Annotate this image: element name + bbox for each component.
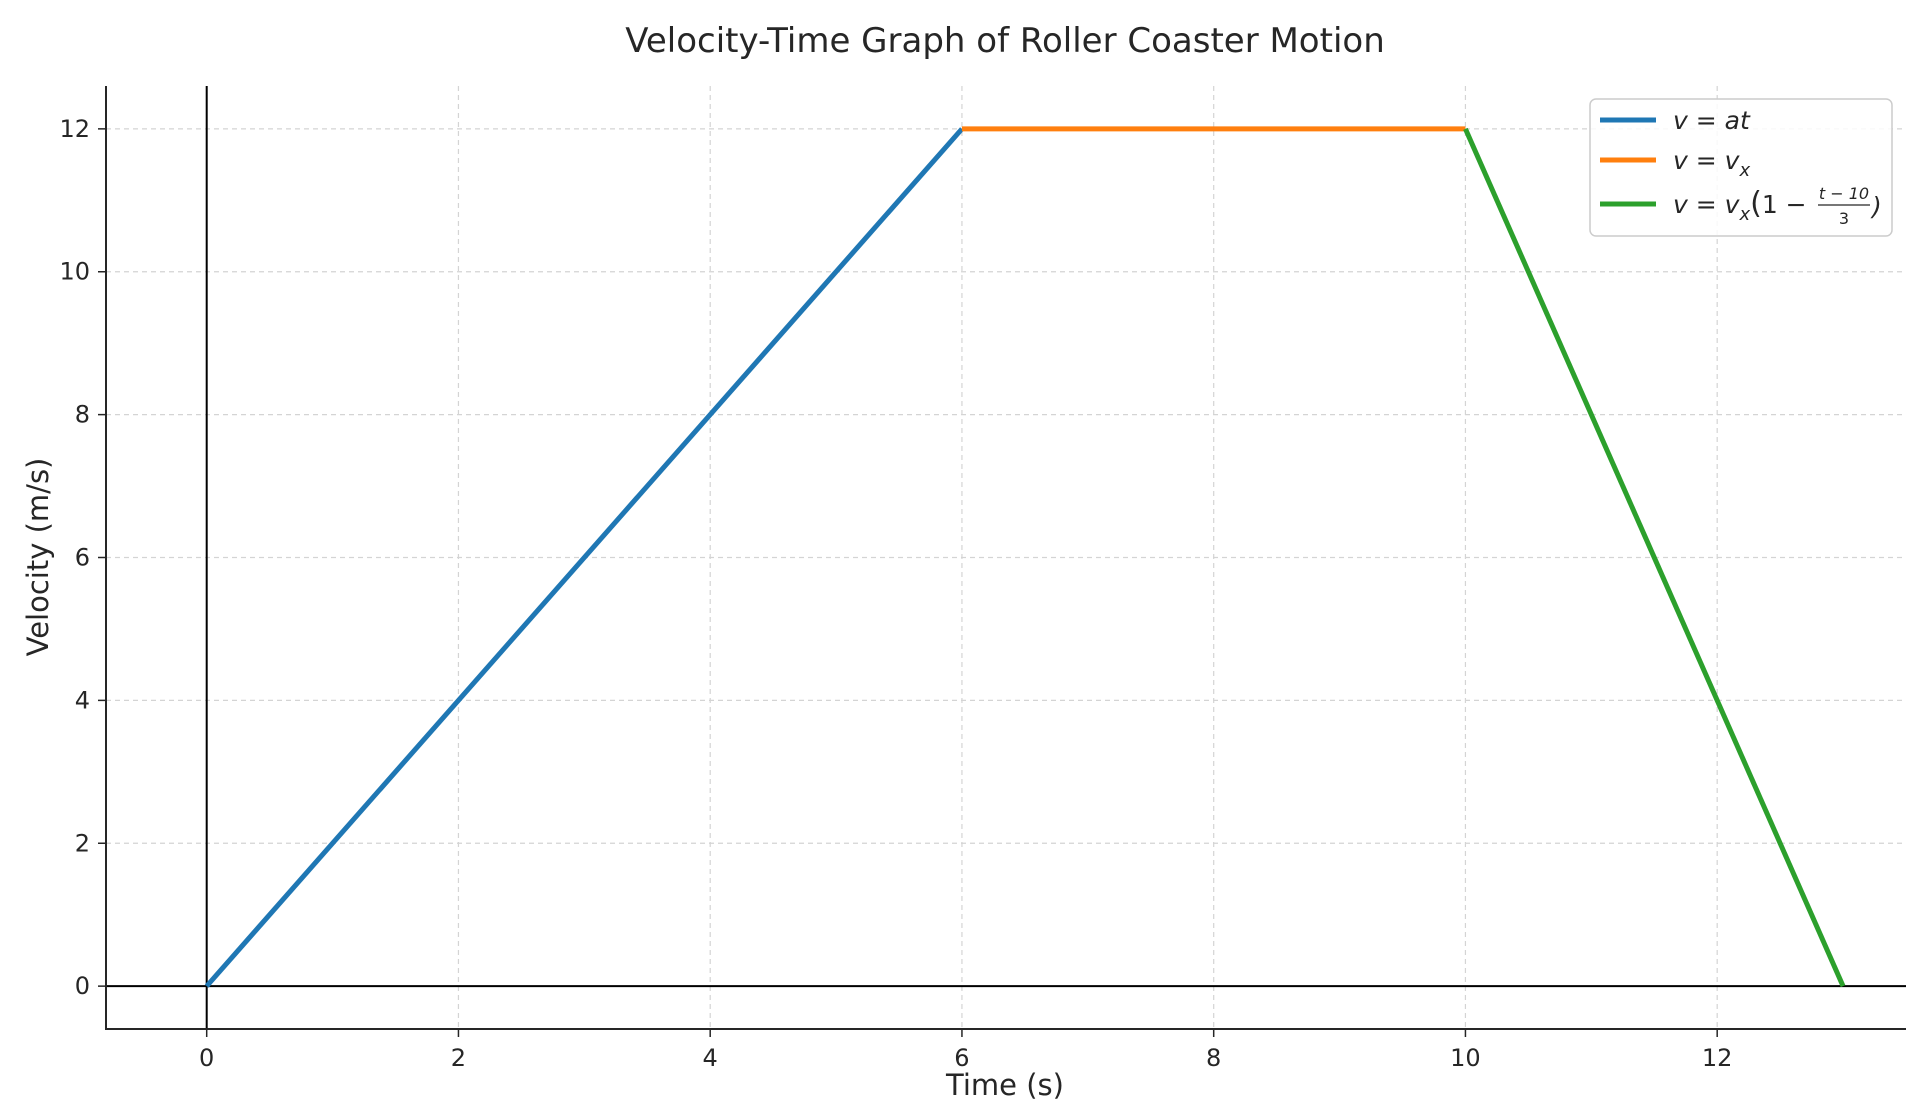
legend-label-series-2: v = vx [1673, 146, 1750, 181]
y-tick-label: 0 [75, 972, 90, 1000]
series-line-1 [204, 127, 964, 988]
zero-lines [106, 86, 1906, 1029]
legend-frame [1589, 98, 1893, 237]
x-tick-label: 2 [451, 1044, 466, 1072]
x-tick-label: 8 [1206, 1044, 1221, 1072]
y-tick-label: 8 [75, 401, 90, 429]
tick-layer: 0 2 4 6 8 10 12 0 2 4 6 8 10 12 [59, 115, 1732, 1072]
chart-title: Velocity-Time Graph of Roller Coaster Mo… [625, 21, 1385, 61]
series-layer [204, 126, 1846, 988]
legend-label-series-3: v = vx(1 − [1673, 186, 1807, 225]
legend-fraction-numerator: t − 10 [1819, 184, 1869, 203]
legend: v = at v = vx v = vx(1 − t − 10 3 ) [1589, 98, 1893, 237]
y-axis-label: Velocity (m/s) [21, 458, 55, 657]
legend-fraction-denominator: 3 [1839, 209, 1849, 228]
legend-paren-close: ) [1870, 192, 1882, 221]
series-line-3 [1463, 127, 1846, 988]
x-tick-label: 0 [199, 1044, 214, 1072]
x-tick-label: 4 [703, 1044, 718, 1072]
y-tick-label: 12 [59, 115, 90, 143]
x-axis-label: Time (s) [945, 1068, 1064, 1102]
x-tick-label: 10 [1450, 1044, 1481, 1072]
y-tick-label: 4 [75, 686, 90, 714]
grid-layer [106, 86, 1906, 1029]
y-tick-label: 2 [75, 829, 90, 857]
legend-label-series-1: v = at [1673, 106, 1751, 135]
axes-frame [105, 86, 1906, 1030]
y-tick-label: 6 [75, 544, 90, 572]
x-tick-label: 6 [954, 1044, 969, 1072]
y-tick-label: 10 [59, 258, 90, 286]
x-tick-label: 12 [1702, 1044, 1733, 1072]
